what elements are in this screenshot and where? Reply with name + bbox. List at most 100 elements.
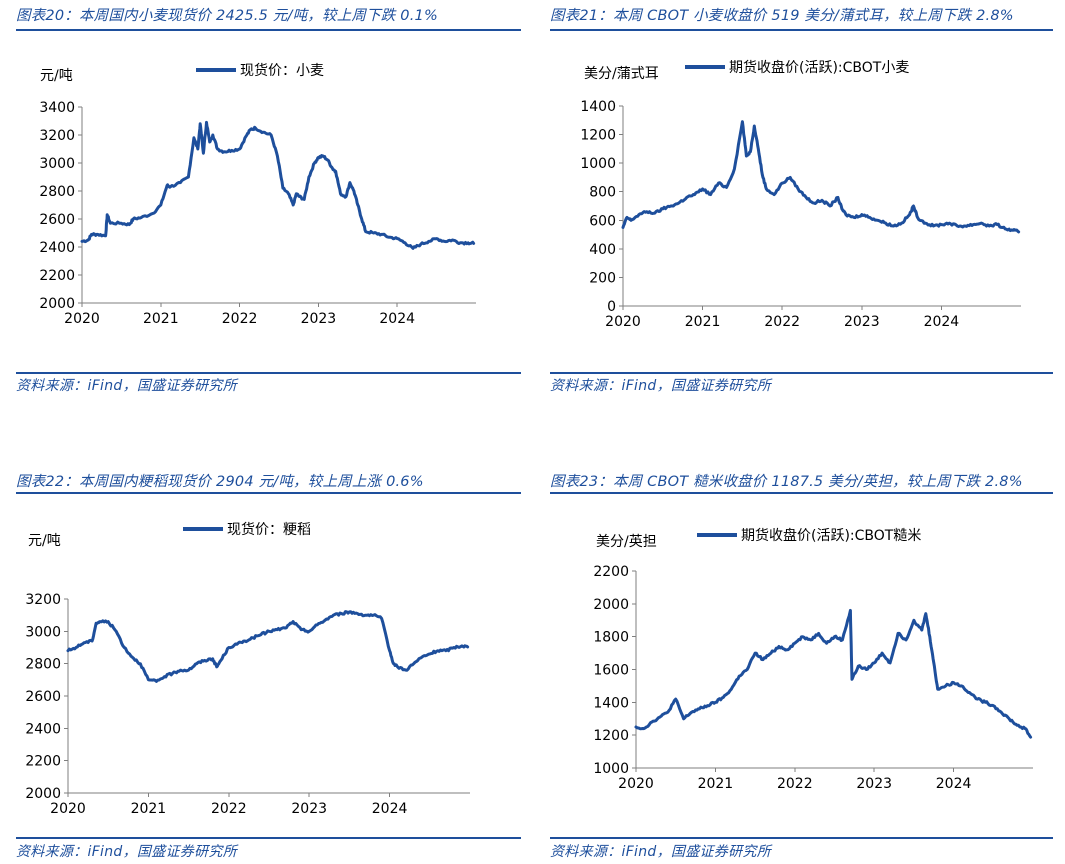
data-point — [388, 236, 391, 238]
data-point — [913, 619, 915, 622]
data-point — [195, 662, 198, 665]
x-tick-label: 2021 — [685, 314, 721, 330]
legend-label: 现货价：粳稻 — [227, 521, 311, 538]
data-point — [396, 237, 399, 240]
data-point — [67, 649, 69, 652]
data-point — [208, 141, 211, 143]
data-point — [654, 212, 656, 214]
data-point — [81, 240, 83, 243]
y-tick-label: 3200 — [39, 128, 75, 144]
data-point — [429, 653, 431, 655]
y-tick-label: 2800 — [25, 657, 61, 673]
y-tick-label: 3000 — [39, 156, 75, 172]
data-point — [166, 184, 168, 187]
data-point — [202, 152, 205, 154]
data-point — [960, 685, 963, 687]
title-rule — [550, 492, 1053, 494]
series-line — [80, 120, 476, 250]
data-point — [238, 148, 241, 150]
data-point — [770, 652, 772, 654]
data-point — [821, 199, 823, 202]
data-point — [284, 627, 286, 629]
data-point — [193, 137, 195, 139]
data-point — [984, 701, 987, 704]
data-point — [211, 658, 214, 660]
data-point — [781, 182, 783, 184]
source-note: 资料来源：iFind，国盛证券研究所 — [16, 844, 237, 860]
data-point — [868, 216, 871, 219]
x-tick-label: 2023 — [844, 314, 880, 330]
data-point — [160, 204, 162, 206]
data-point — [276, 628, 278, 631]
legend-label: 期货收盘价(活跃):CBOT糙米 — [741, 527, 921, 544]
data-point — [746, 668, 748, 671]
data-point — [925, 612, 927, 615]
data-point — [996, 223, 998, 226]
data-point — [313, 162, 316, 164]
data-point — [90, 233, 93, 236]
data-point — [841, 639, 844, 641]
data-point — [169, 186, 172, 188]
data-point — [87, 239, 90, 241]
data-point — [773, 193, 776, 196]
y-tick-label: 2200 — [25, 754, 61, 770]
data-point — [905, 639, 907, 641]
data-point — [152, 212, 154, 215]
data-point — [685, 196, 688, 199]
source-rule — [16, 372, 521, 374]
data-point — [322, 155, 324, 157]
data-point — [725, 186, 728, 189]
data-point — [316, 624, 319, 626]
data-point — [714, 701, 717, 704]
data-point — [270, 134, 272, 136]
data-point — [749, 150, 752, 153]
data-point — [753, 125, 756, 127]
data-point — [730, 688, 733, 690]
data-point — [466, 646, 469, 648]
data-point — [83, 641, 85, 644]
data-point — [829, 205, 831, 207]
data-point — [443, 240, 446, 243]
y-tick-label: 1400 — [593, 695, 629, 711]
data-point — [646, 210, 648, 213]
data-point — [809, 639, 812, 641]
data-point — [956, 225, 959, 227]
data-point — [817, 632, 820, 635]
y-tick-label: 3400 — [39, 100, 75, 116]
data-point — [1004, 228, 1006, 230]
data-point — [976, 698, 979, 700]
data-point — [706, 704, 709, 707]
data-point — [738, 675, 741, 677]
data-point — [356, 612, 359, 615]
y-tick-label: 400 — [589, 242, 616, 258]
data-point — [765, 188, 768, 190]
data-point — [897, 632, 899, 635]
data-point — [669, 205, 672, 207]
data-point — [865, 668, 868, 671]
x-tick-label: 2021 — [131, 801, 167, 817]
data-point — [892, 225, 895, 227]
data-point — [762, 658, 764, 661]
data-point — [388, 649, 391, 652]
data-point — [698, 708, 701, 710]
data-point — [345, 195, 347, 198]
y-tick-label: 1200 — [593, 728, 629, 744]
data-point — [327, 159, 329, 161]
x-tick-label: 2022 — [211, 801, 247, 817]
legend: 期货收盘价(活跃):CBOT小麦 — [685, 59, 909, 76]
data-point — [219, 659, 222, 662]
legend: 现货价：粳稻 — [183, 521, 311, 538]
data-point — [353, 190, 355, 192]
title-rule — [16, 29, 521, 31]
y-tick-label: 2600 — [39, 212, 75, 228]
source-note: 资料来源：iFind，国盛证券研究所 — [16, 378, 237, 394]
data-point — [317, 156, 320, 159]
source-note: 资料来源：iFind，国盛证券研究所 — [550, 378, 771, 394]
y-tick-label: 3200 — [25, 592, 61, 608]
x-tick-label: 2023 — [291, 801, 327, 817]
data-point — [276, 155, 279, 157]
data-point — [1016, 724, 1018, 727]
data-point — [140, 216, 142, 219]
chart-svg: 期货收盘价(活跃):CBOT小麦 美分/蒲式耳 0 200 400 600 800 1000 1… — [580, 59, 1021, 330]
y-tick-label: 2600 — [25, 689, 61, 705]
